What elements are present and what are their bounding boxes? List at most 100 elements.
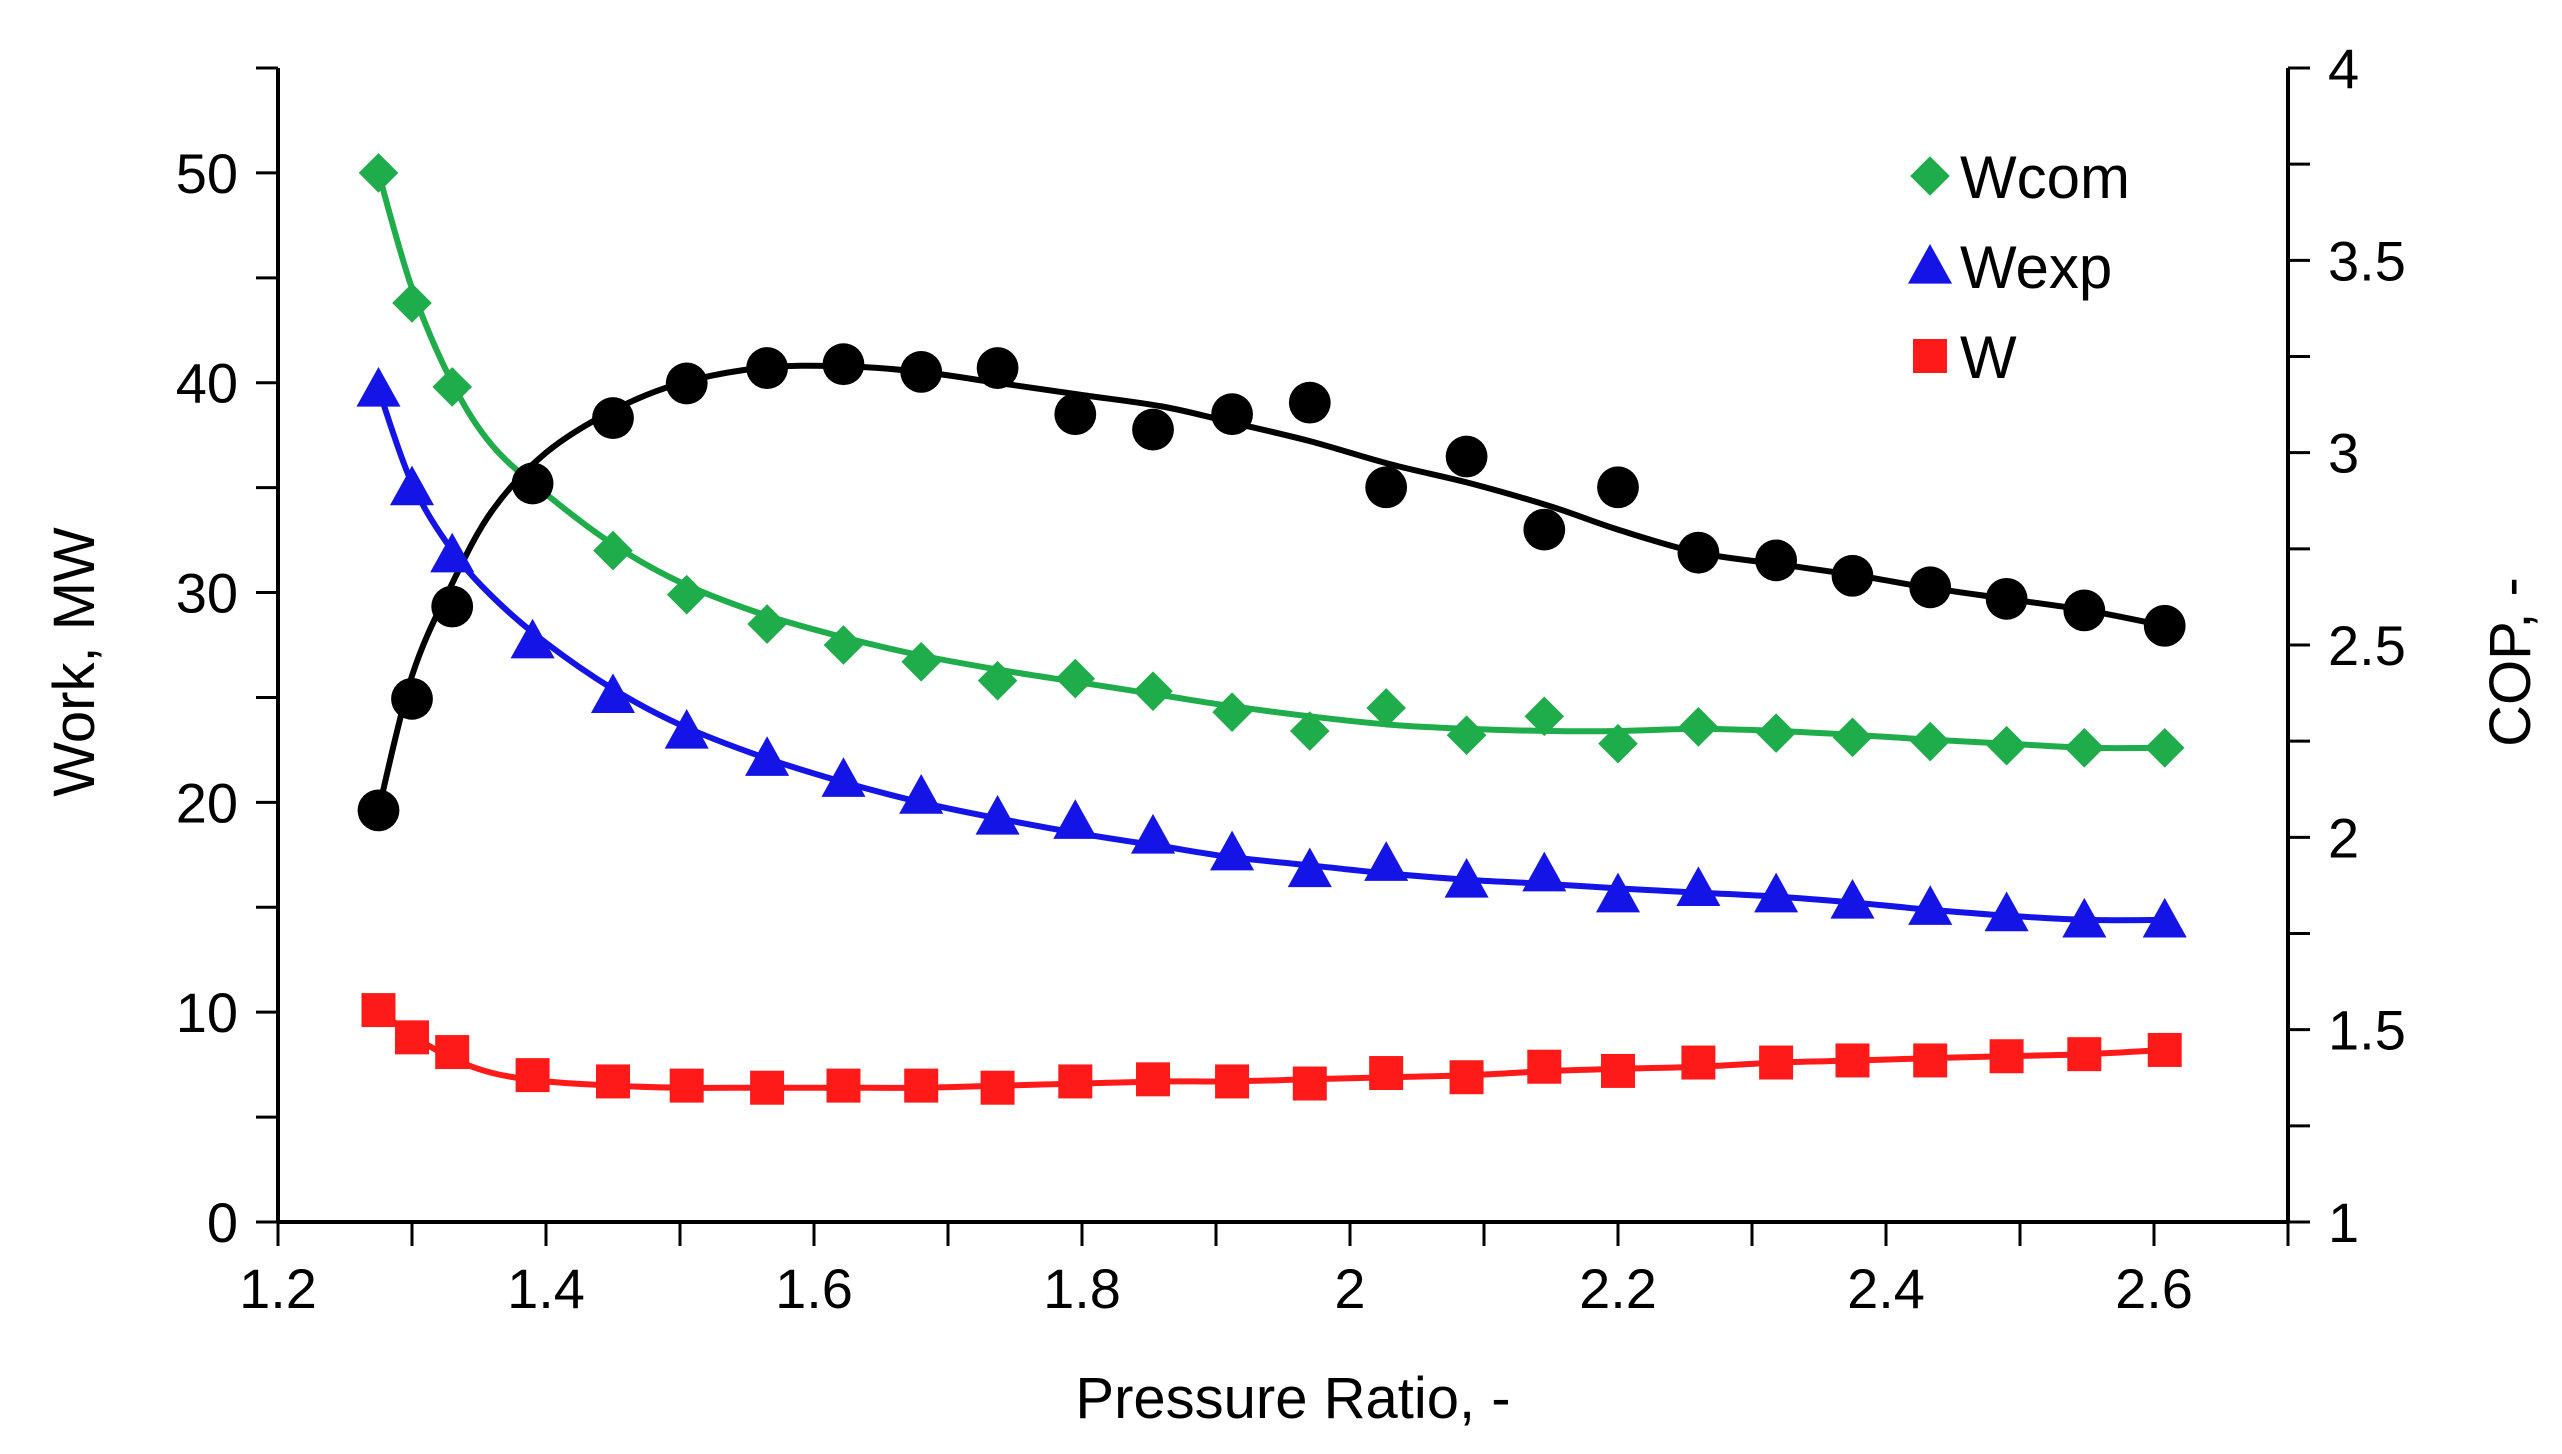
data-point-wcom [977,660,1018,701]
data-point-wexp [1364,841,1409,881]
data-point-cop [592,397,634,439]
y2-axis-label: COP, - [2478,577,2543,747]
data-point-w [2067,1037,2102,1072]
data-point-cop [1909,566,1952,609]
data-point-wexp [1754,872,1799,913]
legend-marker-wcom [1910,156,1950,196]
data-point-w [1058,1064,1093,1099]
data-point-cop [1288,381,1331,424]
data-point-wexp [590,673,636,713]
x-tick-label: 2.4 [1847,1257,1925,1320]
trend-line-wexp [375,387,2165,924]
data-point-cop [976,347,1019,389]
data-point-wexp [389,465,435,506]
x-tick-label: 2 [1334,1257,1365,1320]
y2-tick-label: 3 [2328,422,2359,485]
x-tick-label: 1.6 [775,1257,853,1320]
data-point-wexp [356,366,401,407]
x-tick-label: 1.4 [507,1257,585,1320]
data-point-w [1527,1049,1562,1084]
data-point-wexp [1984,891,2029,932]
y2-tick-label: 2.5 [2328,614,2406,677]
data-point-cop [511,462,554,505]
y-axis-label: Work, MW [42,527,107,797]
y-tick-label: 0 [207,1191,238,1254]
data-point-wcom [2064,728,2105,768]
data-point-cop [1523,508,1566,551]
data-point-w [596,1064,630,1099]
y2-tick-label: 1.5 [2328,999,2406,1062]
data-point-wcom [432,367,472,407]
y-tick-label: 10 [176,981,238,1044]
x-tick-label: 2.2 [1579,1257,1657,1320]
data-point-cop [357,789,400,832]
data-point-cop [1597,466,1639,509]
data-point-wexp [1908,885,1953,925]
legend-label-wcom: Wcom [1960,144,2130,211]
data-point-wcom [1832,717,1873,758]
data-point-wexp [430,532,475,573]
data-point-wcom [1290,711,1330,751]
data-point-cop [1211,393,1253,436]
data-point-w [1215,1064,1250,1099]
trend-line-cop [375,362,2166,812]
y-tick-label: 50 [176,142,238,205]
x-tick-label: 1.8 [1043,1257,1121,1320]
data-point-wcom [392,283,432,323]
data-point-wcom [823,625,864,665]
data-point-cop [1755,539,1798,582]
data-point-wcom [1986,725,2027,766]
data-point-wcom [1366,688,1406,728]
data-point-w [904,1068,939,1103]
data-point-wcom [1678,707,1719,747]
data-point-wexp [510,618,555,659]
data-point-w [750,1070,785,1105]
data-point-w [1759,1045,1794,1080]
data-point-wexp [1676,866,1721,907]
data-point-cop [1677,531,1720,574]
data-point-wcom [1756,713,1796,753]
data-point-w [826,1068,861,1103]
data-point-w [435,1035,470,1070]
data-point-wexp [664,708,709,749]
data-point-cop [1054,393,1097,436]
legend-label-w: W [1960,324,2017,391]
trend-line-wcom [375,172,2165,752]
data-point-wcom [1212,692,1252,732]
data-point-cop [665,362,708,405]
legend-marker-w [1913,339,1947,373]
data-point-w [1601,1053,1635,1088]
data-point-cop [1132,408,1174,451]
data-point-cop [746,347,788,389]
data-point-w [1369,1056,1404,1091]
data-point-wcom [1524,696,1565,737]
data-point-w [1136,1062,1171,1097]
y2-tick-label: 3.5 [2328,229,2406,292]
trend-lines-group [375,172,2166,1091]
data-point-w [395,1020,429,1055]
data-point-wcom [666,574,707,615]
data-point-wexp [1210,830,1255,871]
y-tick-label: 30 [176,562,238,625]
data-point-wexp [821,757,866,797]
data-point-wexp [2142,897,2187,938]
data-point-cop [822,343,865,386]
data-point-cop [1831,554,1874,597]
data-point-w [1681,1045,1716,1080]
data-point-wcom [593,530,633,571]
plot-frame-group [256,66,2310,1246]
data-point-wcom [901,641,941,682]
data-point-w [1449,1060,1484,1095]
y2-tick-label: 4 [2328,37,2359,100]
data-point-cop [1985,577,2028,620]
data-point-wcom [358,153,399,193]
tick-labels-group: 1.2 1.4 1.6 1.8 2 2.2 2.4 2.6 0 10 20 30 40 50 1 1.5 2 2.… [176,37,2406,1320]
x-axis-label: Pressure Ratio, - [1075,1366,1510,1431]
data-point-w [669,1068,704,1103]
data-point-w [1913,1043,1948,1078]
data-point-cop [2143,604,2186,647]
data-point-wcom [1910,721,1951,762]
data-point-wexp [1287,847,1332,888]
